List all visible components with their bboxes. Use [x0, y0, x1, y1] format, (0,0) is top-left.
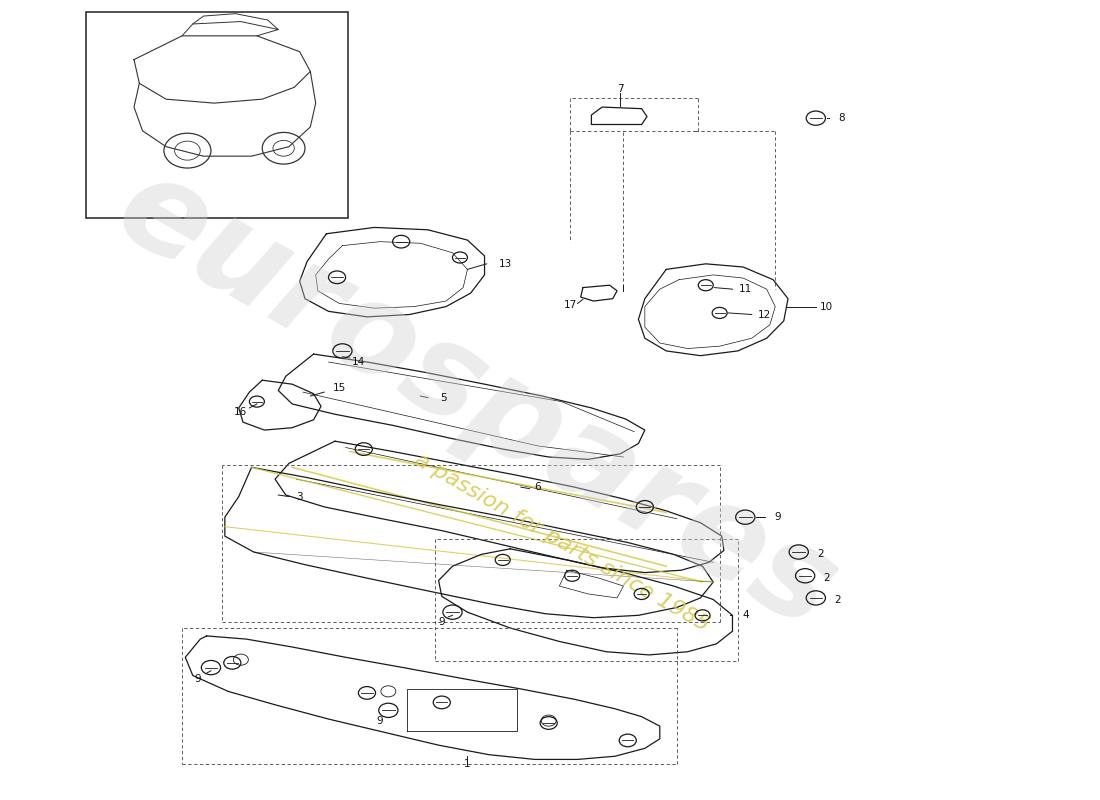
Text: 9: 9 [376, 716, 383, 726]
Text: 13: 13 [499, 259, 513, 269]
Text: 17: 17 [563, 300, 576, 310]
Text: 16: 16 [234, 407, 248, 417]
Text: 2: 2 [834, 595, 840, 606]
Text: 9: 9 [439, 617, 446, 626]
FancyBboxPatch shape [86, 12, 348, 218]
Text: 11: 11 [739, 284, 752, 294]
Text: eurospares: eurospares [95, 144, 857, 656]
Text: 7: 7 [617, 84, 624, 94]
Text: 3: 3 [296, 491, 303, 502]
Text: 2: 2 [823, 573, 829, 583]
Text: 8: 8 [838, 113, 845, 123]
Text: 12: 12 [758, 310, 771, 319]
Text: 10: 10 [820, 302, 833, 311]
Text: 1: 1 [464, 759, 471, 769]
Text: 4: 4 [742, 610, 749, 620]
Text: a passion for parts since 1985: a passion for parts since 1985 [410, 450, 712, 635]
Text: 9: 9 [195, 674, 201, 684]
Text: 14: 14 [352, 357, 365, 367]
Text: 5: 5 [441, 393, 448, 402]
Text: 2: 2 [817, 550, 824, 559]
Text: 6: 6 [535, 482, 541, 492]
Text: 15: 15 [332, 383, 345, 393]
Text: 9: 9 [774, 512, 781, 522]
